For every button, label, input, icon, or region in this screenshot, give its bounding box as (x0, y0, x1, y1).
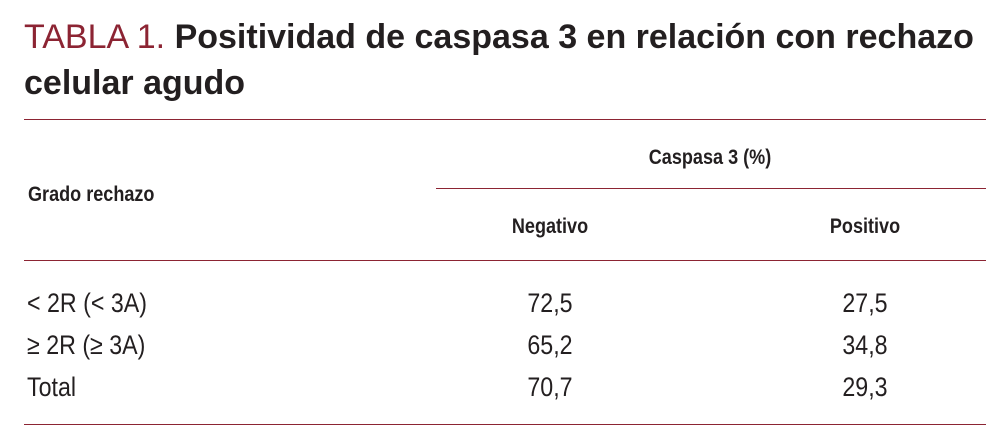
row-label: ≥ 2R (≥ 3A) (27, 330, 146, 360)
cell-positivo: 27,5 (842, 288, 888, 318)
group-header-rule (436, 188, 986, 189)
cell-negativo: 72,5 (527, 288, 573, 318)
row-label: < 2R (< 3A) (27, 288, 148, 318)
table-title-text: Positividad de caspasa 3 en relación con… (24, 18, 974, 102)
cell-positivo: 34,8 (842, 330, 888, 360)
column-header-positivo: Positivo (829, 215, 901, 238)
column-header-negativo: Negativo (511, 215, 589, 238)
table-number-label: TABLA 1. (24, 18, 166, 56)
cell-positivo: 29,3 (842, 372, 888, 402)
group-header-caspasa: Caspasa 3 (%) (648, 146, 772, 169)
cell-negativo: 65,2 (527, 330, 573, 360)
bottom-rule (24, 424, 986, 425)
header-bottom-rule (24, 260, 986, 261)
row-label: Total (27, 372, 77, 402)
cell-negativo: 70,7 (527, 372, 573, 402)
top-rule (24, 119, 986, 120)
row-header-grado-rechazo: Grado rechazo (28, 183, 155, 206)
table-title: TABLA 1. Positividad de caspasa 3 en rel… (24, 14, 974, 106)
